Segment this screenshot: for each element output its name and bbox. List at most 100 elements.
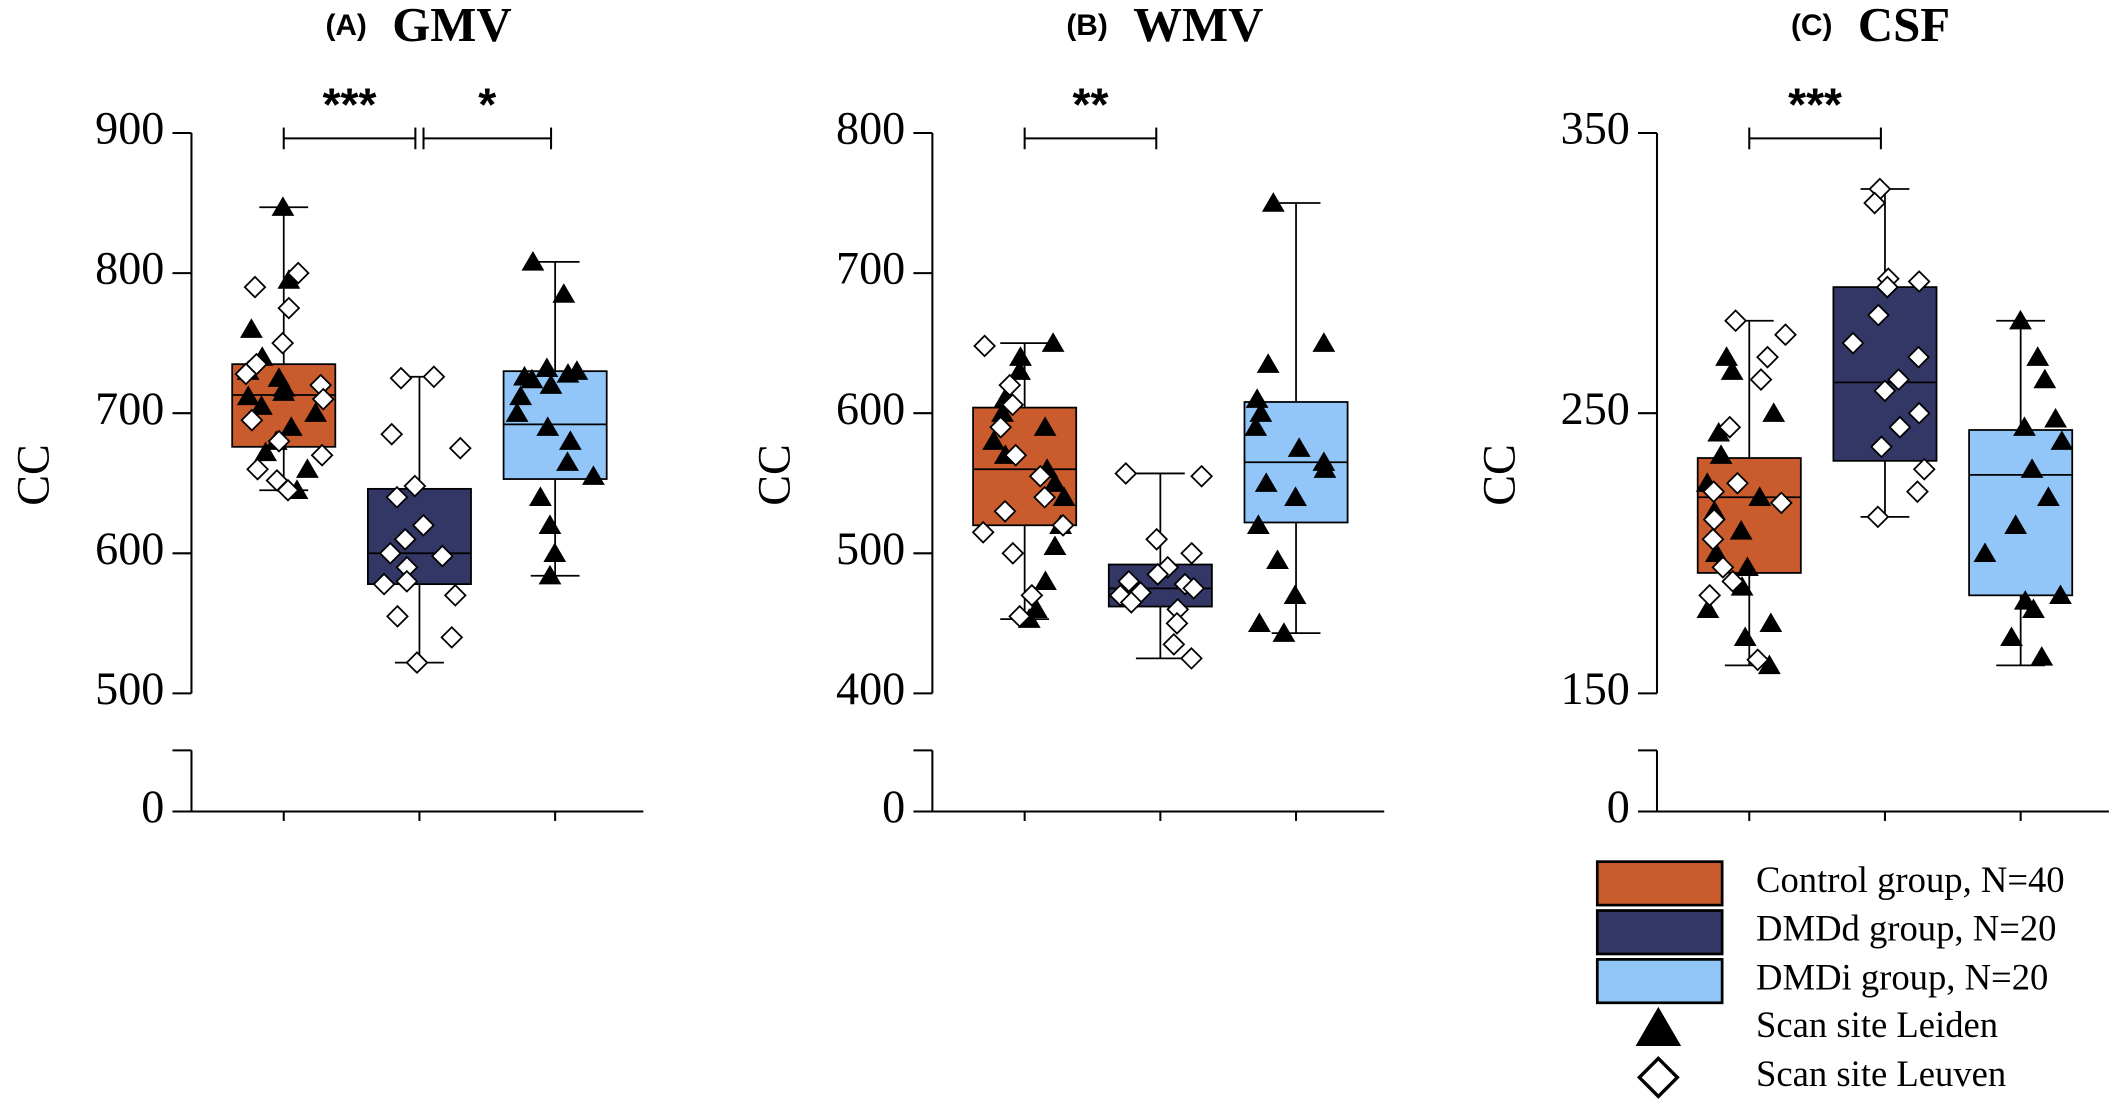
- y-tick-label: 150: [1561, 663, 1630, 714]
- point-leuven: [998, 373, 1022, 397]
- point-leiden: [1736, 556, 1759, 576]
- point-leuven: [430, 544, 454, 568]
- legend-swatch: [1595, 860, 1724, 907]
- point-leiden: [1312, 332, 1336, 352]
- point-leiden: [535, 357, 559, 378]
- point-leuven: [1001, 393, 1025, 417]
- point-leiden: [2036, 486, 2060, 506]
- y-axis-label: CC: [8, 444, 59, 506]
- y-tick-label: 350: [1561, 103, 1630, 154]
- point-leiden: [250, 395, 273, 415]
- point-leuven: [1906, 480, 1929, 504]
- box: [366, 487, 472, 586]
- point-leuven: [1182, 576, 1206, 600]
- point-leuven: [1721, 569, 1745, 593]
- point-leuven: [1912, 457, 1936, 481]
- point-leiden: [1720, 360, 1744, 380]
- point-leuven: [403, 474, 427, 498]
- legend-swatch: [1595, 909, 1724, 956]
- point-leuven: [386, 604, 409, 628]
- point-leuven: [1866, 303, 1890, 327]
- point-leuven: [1698, 583, 1722, 607]
- y-tick-label: 600: [95, 523, 164, 574]
- point-leiden: [558, 430, 582, 450]
- point-leuven: [1165, 611, 1189, 635]
- point-leuven: [1001, 541, 1025, 565]
- point-leiden: [1052, 486, 1076, 506]
- legend-label: Scan site Leiden: [1756, 1004, 1998, 1045]
- box: [972, 406, 1078, 527]
- point-leiden: [1313, 458, 1337, 478]
- point-leuven: [1907, 270, 1931, 293]
- point-leiden: [2050, 430, 2074, 450]
- chart-title: CSF: [1858, 0, 1950, 52]
- point-leuven: [1108, 583, 1132, 607]
- point-leuven: [989, 415, 1013, 439]
- point-leiden: [277, 269, 301, 289]
- point-leiden: [1733, 626, 1757, 647]
- point-leuven: [1114, 462, 1138, 485]
- point-leiden: [991, 402, 1014, 422]
- point-leuven: [1866, 505, 1890, 529]
- point-leuven: [1145, 527, 1169, 551]
- point-leuven: [411, 513, 435, 537]
- point-leuven: [448, 436, 472, 460]
- y-tick-label: 800: [836, 103, 905, 154]
- point-leuven: [311, 387, 335, 411]
- point-leuven: [1718, 415, 1742, 439]
- point-leiden: [1284, 486, 1307, 506]
- point-leuven: [1841, 331, 1865, 355]
- panel-label: (B): [1066, 9, 1107, 42]
- box: [1968, 429, 2074, 597]
- point-leuven: [1875, 275, 1899, 299]
- point-leiden: [1008, 360, 1031, 380]
- significance: *: [478, 79, 496, 131]
- point-leiden: [1759, 612, 1783, 633]
- legend-marker: [1636, 1056, 1680, 1099]
- legend-swatch: [1595, 958, 1724, 1005]
- point-leuven: [267, 429, 291, 453]
- point-leuven: [1870, 435, 1893, 459]
- y-tick-label: 250: [1561, 383, 1630, 434]
- y-axis-label: CC: [1473, 444, 1524, 506]
- point-leiden: [1249, 402, 1273, 422]
- point-leuven: [1190, 464, 1214, 488]
- point-leuven: [372, 572, 396, 596]
- point-leuven: [1051, 513, 1075, 537]
- point-leiden: [539, 374, 563, 394]
- point-leiden: [538, 564, 562, 585]
- legend-marker: [1635, 1006, 1682, 1046]
- point-leuven: [385, 485, 409, 509]
- point-leiden: [2049, 584, 2072, 605]
- point-leuven: [380, 422, 404, 446]
- point-leiden: [1696, 598, 1720, 619]
- point-leiden: [2026, 346, 2050, 366]
- point-leiden: [1266, 549, 1289, 569]
- point-leuven: [1726, 471, 1749, 495]
- point-leiden: [1261, 192, 1285, 212]
- point-leuven: [1146, 562, 1170, 586]
- point-leiden: [1033, 416, 1057, 436]
- point-leiden: [1043, 472, 1067, 492]
- point-leiden: [2020, 458, 2044, 478]
- point-leiden: [1247, 612, 1271, 633]
- panel-label: (C): [1791, 9, 1832, 42]
- point-leuven: [440, 625, 464, 649]
- point-leuven: [1907, 401, 1931, 425]
- point-leiden: [279, 416, 303, 436]
- point-leuven: [1702, 480, 1726, 504]
- point-leiden: [556, 451, 579, 471]
- point-leiden: [2000, 626, 2023, 647]
- point-leuven: [395, 569, 419, 593]
- point-leiden: [239, 318, 263, 338]
- point-leuven: [286, 261, 310, 285]
- point-leiden: [2033, 368, 2057, 389]
- point-leuven: [378, 541, 402, 565]
- significance: ***: [1788, 79, 1842, 131]
- point-leiden: [1283, 584, 1307, 605]
- point-leuven: [1724, 309, 1748, 333]
- point-leiden: [1729, 520, 1753, 540]
- point-leuven: [1907, 345, 1930, 369]
- point-leuven: [1746, 648, 1770, 672]
- point-leuven: [1769, 491, 1793, 515]
